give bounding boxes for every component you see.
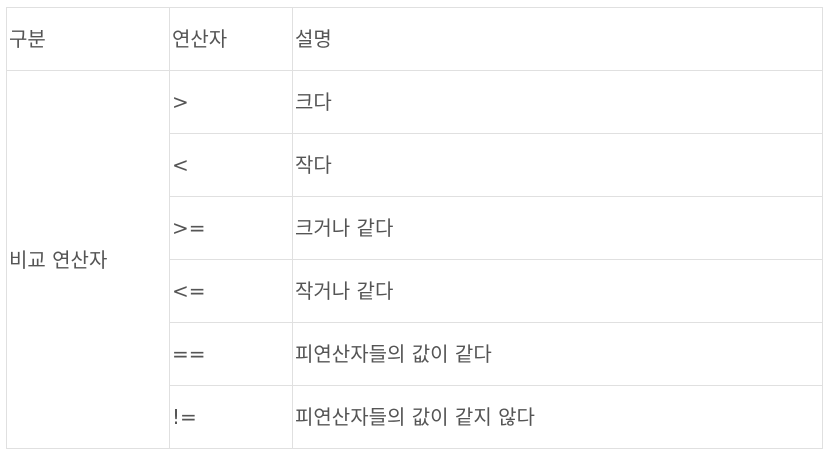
table-row: != 피연산자들의 값이 같지 않다 — [7, 385, 823, 449]
operator-cell: >= — [169, 196, 293, 260]
header-category: 구분 — [6, 7, 170, 71]
operator-cell: > — [169, 70, 293, 134]
description-cell: 크다 — [292, 70, 823, 134]
table-row: >= 크거나 같다 — [7, 196, 823, 260]
table-row: <= 작거나 같다 — [7, 259, 823, 323]
description-cell: 피연산자들의 값이 같다 — [292, 322, 823, 386]
description-cell: 작다 — [292, 133, 823, 197]
description-cell: 피연산자들의 값이 같지 않다 — [292, 385, 823, 449]
table-row: < 작다 — [7, 133, 823, 197]
operator-cell: != — [169, 385, 293, 449]
table-row: 비교 연산자 > 크다 — [6, 70, 823, 449]
operator-cell: <= — [169, 259, 293, 323]
description-cell: 작거나 같다 — [292, 259, 823, 323]
table-header-row: 구분 연산자 설명 — [6, 7, 823, 71]
category-cell: 비교 연산자 — [6, 70, 170, 449]
header-operator: 연산자 — [169, 7, 293, 71]
operator-cell: == — [169, 322, 293, 386]
table-row: == 피연산자들의 값이 같다 — [7, 322, 823, 386]
description-cell: 크거나 같다 — [292, 196, 823, 260]
operator-table: 구분 연산자 설명 비교 연산자 > 크다 < 작다 >= 크거나 같다 <= … — [6, 7, 823, 449]
operator-cell: < — [169, 133, 293, 197]
header-description: 설명 — [292, 7, 823, 71]
